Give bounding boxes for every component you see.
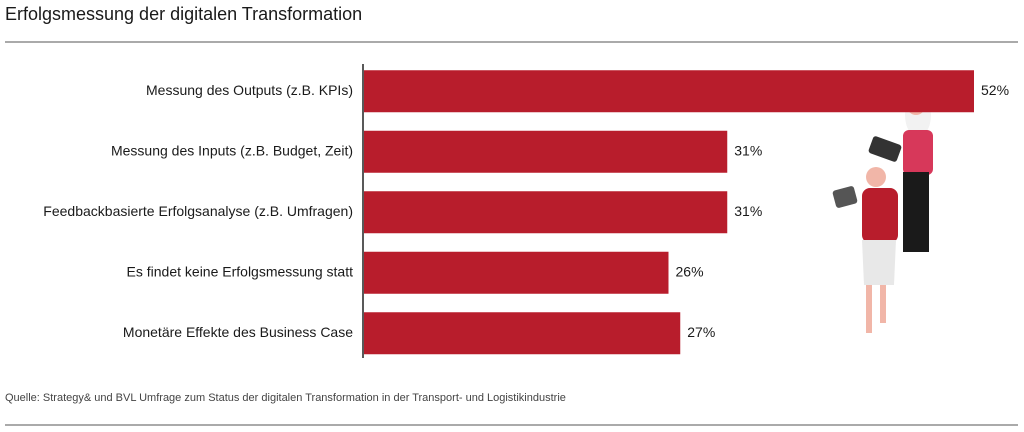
value-label: 26% — [676, 263, 704, 279]
bar — [364, 70, 974, 113]
value-label: 31% — [734, 203, 762, 219]
bar — [364, 130, 728, 173]
value-label: 31% — [734, 142, 762, 158]
source-note: Quelle: Strategy& und BVL Umfrage zum St… — [5, 392, 566, 404]
value-label: 52% — [981, 82, 1009, 98]
category-label: Messung des Inputs (z.B. Budget, Zeit) — [111, 142, 353, 158]
value-label: 27% — [687, 324, 715, 340]
chart-title: Erfolgsmessung der digitalen Transformat… — [5, 4, 362, 24]
bar — [364, 191, 728, 234]
category-label: Es findet keine Erfolgsmessung statt — [127, 263, 354, 279]
bar — [364, 251, 669, 294]
category-label: Feedbackbasierte Erfolgsanalyse (z.B. Um… — [43, 203, 353, 219]
illustration — [832, 93, 933, 333]
bar — [364, 312, 681, 355]
category-label: Messung des Outputs (z.B. KPIs) — [146, 82, 353, 98]
category-label: Monetäre Effekte des Business Case — [123, 324, 353, 340]
